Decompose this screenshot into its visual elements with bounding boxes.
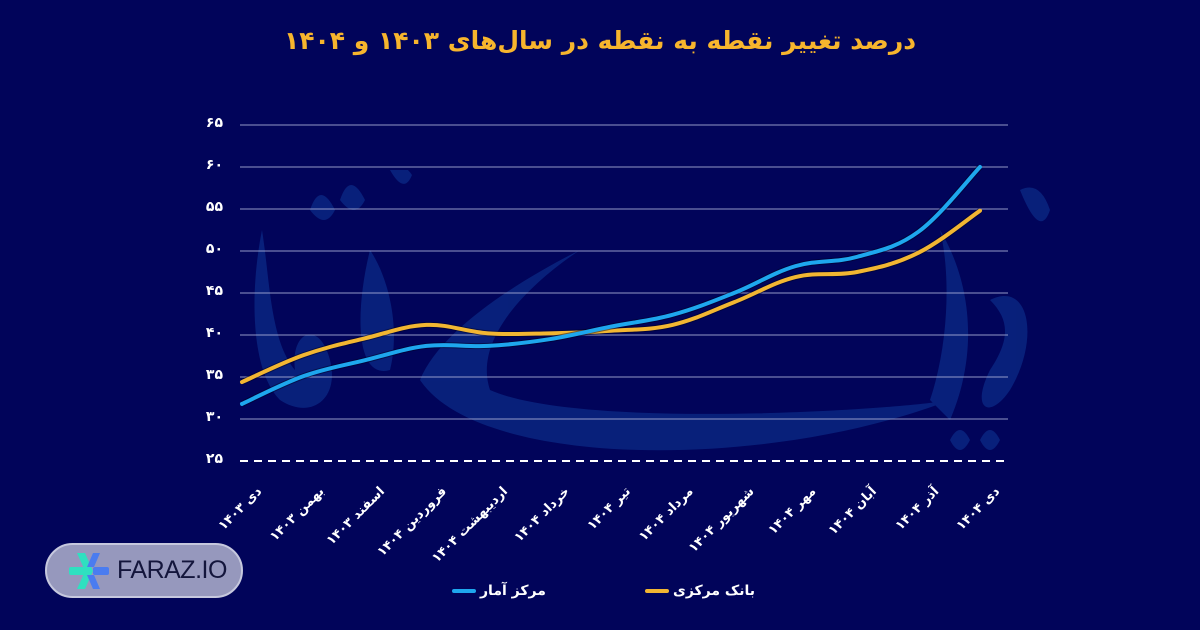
y-tick-label: ۳۰: [205, 409, 223, 425]
y-tick-label: ۴۰: [205, 325, 223, 341]
series-shadow: [240, 164, 983, 407]
chart-title: درصد تغییر نقطه به نقطه در سال‌های ۱۴۰۳ …: [283, 26, 917, 55]
legend-swatch-blue: [452, 589, 476, 593]
legend-swatch-yellow: [645, 589, 669, 593]
legend-label: بانک مرکزی: [673, 583, 756, 599]
brand-name: FARAZ.IO: [117, 556, 227, 584]
legend-label: مرکز آمار: [480, 583, 546, 599]
legend-item-markaz-amar[interactable]: مرکز آمار: [452, 583, 546, 599]
series-line: [240, 208, 982, 385]
series-layer: [240, 164, 983, 407]
faraz-logo-icon: [69, 552, 109, 589]
brand-badge[interactable]: FARAZ.IO: [45, 543, 243, 598]
y-tick-label: ۵۰: [205, 241, 223, 257]
y-tick-label: ۳۵: [205, 367, 223, 383]
y-tick-label: ۶۵: [205, 115, 223, 131]
series-shadow: [240, 208, 982, 385]
y-tick-label: ۶۰: [205, 157, 223, 173]
y-tick-label: ۴۵: [205, 283, 223, 299]
y-tick-label: ۵۵: [205, 199, 223, 215]
y-tick-label: ۲۵: [205, 451, 223, 467]
legend-item-bank-markazi[interactable]: بانک مرکزی: [645, 583, 755, 599]
series-line: [240, 165, 982, 406]
gridlines: [240, 124, 1008, 462]
